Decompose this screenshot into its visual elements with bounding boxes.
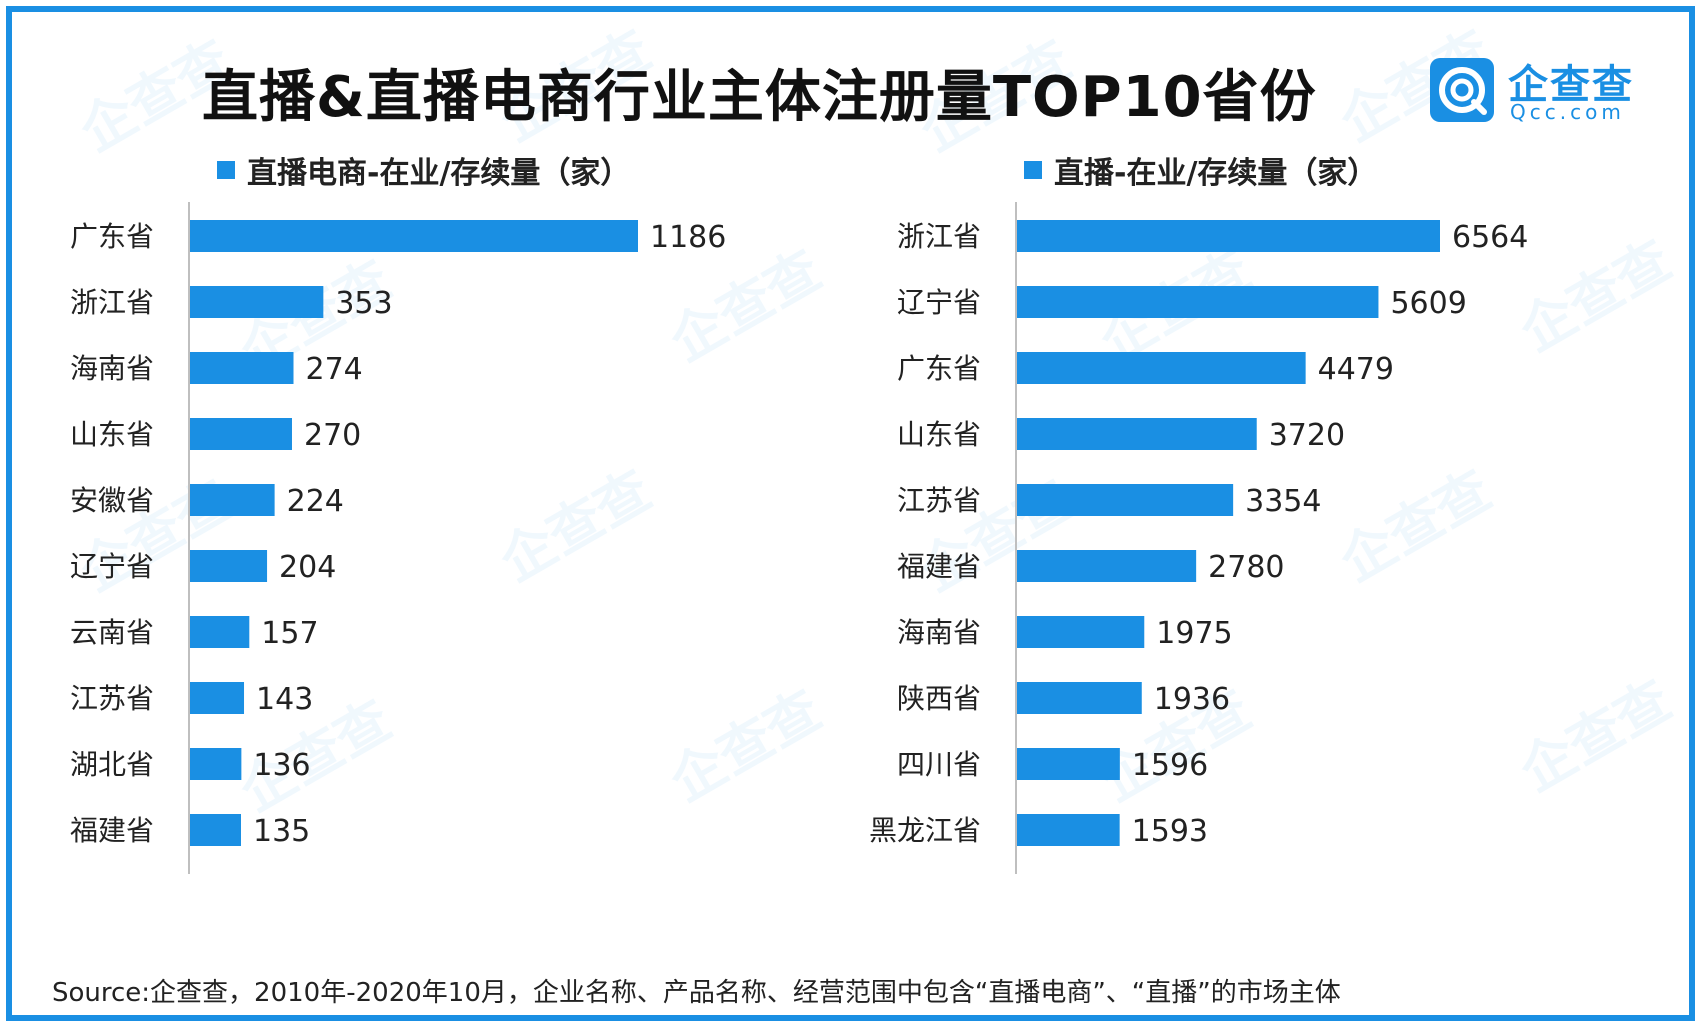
source-note: Source:企查查，2010年-2020年10月，企业名称、产品名称、经营范围… bbox=[52, 978, 1341, 1008]
category-label: 广东省 bbox=[897, 352, 981, 385]
bar bbox=[190, 616, 250, 648]
data-label: 5609 bbox=[1390, 286, 1466, 321]
bar bbox=[190, 550, 268, 582]
legend-swatch bbox=[1024, 161, 1042, 179]
category-label: 辽宁省 bbox=[897, 286, 981, 319]
bar-charts: 广东省 1186 浙江省 353 海南省 274 山东省 270 安徽省 224 辽宁省 204 云南省… bbox=[70, 202, 1528, 874]
data-label: 1936 bbox=[1154, 682, 1230, 717]
legend-label-left: 直播电商-在业/存续量（家） bbox=[247, 156, 631, 191]
bar bbox=[1017, 484, 1234, 516]
bar bbox=[190, 484, 275, 516]
bar bbox=[1017, 814, 1120, 846]
bar bbox=[1017, 550, 1197, 582]
data-label: 1975 bbox=[1156, 616, 1232, 651]
chart-title: 直播&直播电商行业主体注册量TOP10省份 bbox=[202, 65, 1317, 130]
data-label: 1593 bbox=[1132, 814, 1208, 849]
brand-logo: 企查查 Qcc.com bbox=[1430, 52, 1680, 132]
data-label: 353 bbox=[335, 286, 392, 321]
category-label: 江苏省 bbox=[897, 484, 981, 517]
bar bbox=[1017, 748, 1120, 780]
data-label: 1186 bbox=[650, 220, 726, 255]
data-label: 157 bbox=[261, 616, 318, 651]
data-label: 274 bbox=[306, 352, 363, 387]
bar bbox=[1017, 616, 1145, 648]
bar bbox=[1017, 682, 1142, 714]
legend-swatch bbox=[217, 161, 235, 179]
logo-name: 企查查 bbox=[1508, 62, 1634, 108]
category-label: 福建省 bbox=[897, 550, 981, 583]
category-label: 安徽省 bbox=[70, 484, 154, 517]
category-label: 四川省 bbox=[897, 748, 981, 781]
data-label: 143 bbox=[256, 682, 313, 717]
category-label: 山东省 bbox=[897, 418, 981, 451]
data-label: 2780 bbox=[1208, 550, 1284, 585]
category-label: 海南省 bbox=[70, 352, 154, 385]
category-label: 黑龙江省 bbox=[869, 814, 981, 847]
legend-label-right: 直播-在业/存续量（家） bbox=[1054, 156, 1378, 191]
bar bbox=[1017, 286, 1379, 318]
category-label: 山东省 bbox=[70, 418, 154, 451]
category-label: 辽宁省 bbox=[70, 550, 154, 583]
bar bbox=[190, 748, 242, 780]
category-label: 云南省 bbox=[70, 616, 154, 649]
data-label: 204 bbox=[279, 550, 336, 585]
category-label: 浙江省 bbox=[897, 220, 981, 253]
data-label: 3354 bbox=[1245, 484, 1321, 519]
bar bbox=[1017, 352, 1306, 384]
bar bbox=[190, 418, 292, 450]
data-label: 1596 bbox=[1132, 748, 1208, 783]
category-label: 浙江省 bbox=[70, 286, 154, 319]
bar bbox=[190, 352, 294, 384]
logo-icon bbox=[1430, 58, 1494, 122]
category-label: 江苏省 bbox=[70, 682, 154, 715]
bar bbox=[190, 814, 241, 846]
data-label: 136 bbox=[253, 748, 310, 783]
bar bbox=[190, 682, 245, 714]
logo-domain: Qcc.com bbox=[1510, 100, 1625, 124]
data-label: 135 bbox=[253, 814, 310, 849]
bar bbox=[1017, 220, 1440, 252]
bar bbox=[1017, 418, 1257, 450]
category-label: 广东省 bbox=[70, 220, 154, 253]
data-label: 6564 bbox=[1452, 220, 1528, 255]
data-label: 4479 bbox=[1318, 352, 1394, 387]
bar bbox=[190, 220, 638, 252]
category-label: 海南省 bbox=[897, 616, 981, 649]
bar bbox=[190, 286, 324, 318]
chart-frame: 企查查 企查查 企查查 企查查 企查查 企查查 企查查 企查查 企查查 企查查 企查查 企查查 企查查企… bbox=[6, 6, 1695, 1021]
category-label: 湖北省 bbox=[70, 748, 154, 781]
category-label: 陕西省 bbox=[897, 682, 981, 715]
data-label: 270 bbox=[304, 418, 361, 453]
category-label: 福建省 bbox=[70, 814, 154, 847]
data-label: 224 bbox=[287, 484, 344, 519]
data-label: 3720 bbox=[1269, 418, 1345, 453]
